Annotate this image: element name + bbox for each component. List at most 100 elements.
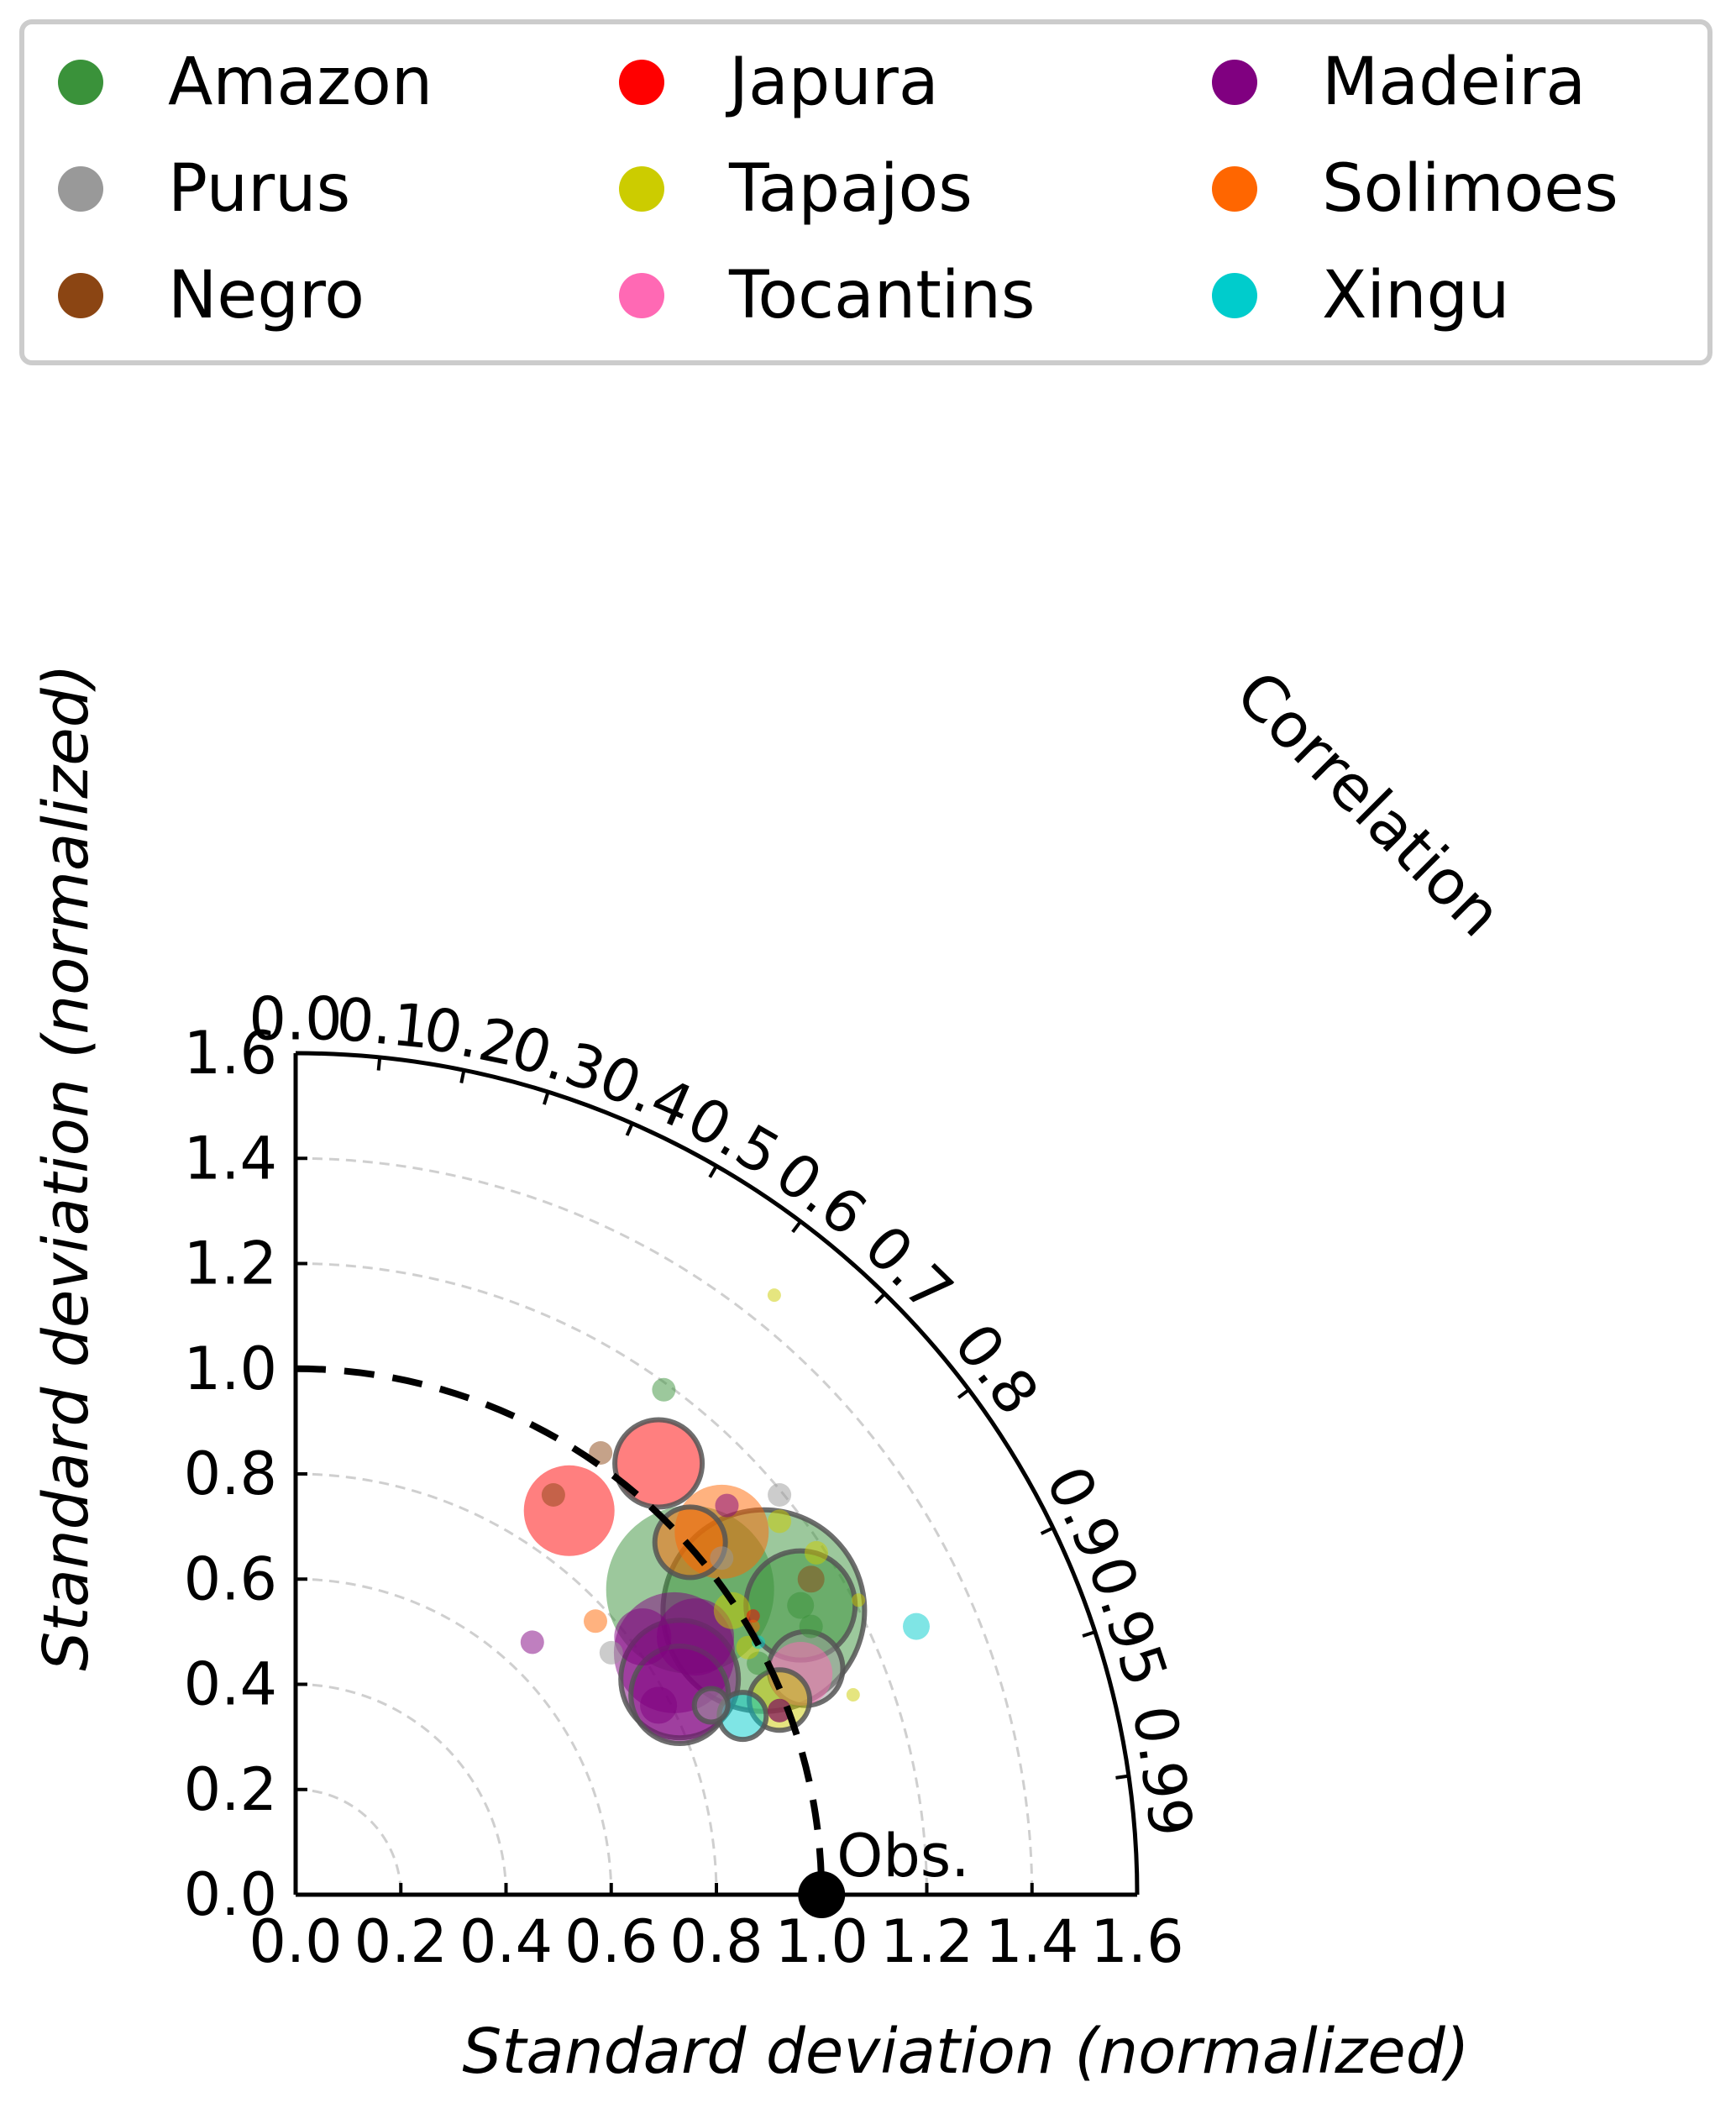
x-tick-label: 0.6 — [564, 1907, 658, 1976]
std-grid-arc — [295, 1577, 613, 1896]
std-grid-arc — [295, 1156, 1034, 1896]
std-grid-arc — [295, 1683, 507, 1896]
x-tick-label: 0.0 — [249, 1907, 342, 1976]
reference-layer: Obs. — [295, 1365, 970, 1918]
data-point-madeira — [715, 1493, 739, 1518]
legend-entry-label: Madeira — [1322, 45, 1586, 120]
y-tick-label: 1.6 — [184, 1019, 277, 1088]
legend-entry-label: Tapajos — [728, 151, 973, 227]
legend-marker — [58, 60, 103, 105]
correlation-tick — [708, 1165, 718, 1178]
data-point-amazon — [799, 1614, 823, 1639]
legend-marker — [1212, 166, 1257, 212]
y-tick-label: 0.8 — [184, 1439, 277, 1508]
data-point-xingu — [903, 1612, 930, 1640]
correlation-tick — [791, 1220, 802, 1234]
y-tick-label: 1.0 — [184, 1335, 277, 1403]
data-point-amazon — [787, 1591, 815, 1619]
legend-entry-label: Xingu — [1322, 258, 1510, 333]
data-point-tapajos — [713, 1591, 751, 1629]
legend-marker — [58, 166, 103, 212]
data-point-purus — [599, 1640, 623, 1665]
legend-marker — [1212, 273, 1257, 318]
data-point-tapajos — [846, 1688, 860, 1702]
correlation-tick — [459, 1069, 466, 1083]
legend-entry-label: Negro — [168, 258, 365, 333]
data-point-solimoes — [584, 1609, 607, 1633]
correlation-tick-label: 0.6 — [763, 1139, 878, 1250]
data-point-tapajos — [768, 1509, 792, 1534]
legend-marker — [1212, 60, 1257, 105]
data-point-japura — [746, 1609, 760, 1623]
outer-arc — [295, 1051, 1140, 1896]
std-axes: 0.0 0.2 0.4 0.6 0.8 1.0 1.2 1.4 1.60.00.20.40.60… — [184, 1019, 1184, 1976]
std-grid-arcs — [295, 1156, 1034, 1896]
correlation-tick — [625, 1122, 634, 1136]
data-point-madeira — [614, 1608, 672, 1666]
reference-point — [798, 1871, 846, 1918]
diagram-frame — [293, 1051, 1140, 1897]
y-tick-label: 1.4 — [184, 1124, 277, 1193]
data-point-madeira — [657, 1598, 734, 1676]
data-point-purus — [768, 1483, 792, 1507]
data-point-tapajos — [805, 1540, 828, 1565]
correlation-tick-label: 0.1 — [333, 984, 433, 1062]
legend-entry-label: Purus — [168, 151, 350, 227]
data-point-japura — [523, 1465, 615, 1556]
legend-entry-label: Amazon — [168, 45, 433, 120]
legend-entry-label: Tocantins — [728, 258, 1036, 333]
y-tick-label: 0.0 — [184, 1860, 277, 1929]
data-points — [520, 1288, 930, 1746]
x-tick-label: 0.2 — [354, 1907, 448, 1976]
y-tick-label: 0.4 — [184, 1650, 277, 1719]
x-tick-label: 1.0 — [775, 1907, 868, 1976]
legend-marker — [58, 273, 103, 318]
correlation-tick — [376, 1057, 382, 1071]
x-axis-label: Standard deviation (normalized) — [462, 2016, 1469, 2088]
x-tick-label: 0.8 — [669, 1907, 763, 1976]
correlation-tick — [1082, 1630, 1096, 1638]
y-tick-label: 1.2 — [184, 1230, 277, 1298]
correlation-tick-label: 0.9 — [1032, 1456, 1135, 1571]
correlation-axis-label: Correlation — [1222, 658, 1515, 951]
data-point-purus — [691, 1686, 731, 1725]
legend-marker — [619, 60, 664, 105]
data-point-madeira — [768, 1698, 792, 1723]
reference-label: Obs. — [837, 1822, 969, 1890]
correlation-tick — [1115, 1774, 1130, 1780]
correlation-tick — [957, 1388, 970, 1399]
data-point-tapajos — [767, 1288, 781, 1303]
legend-frame — [19, 19, 1712, 365]
reference-std-arc — [295, 1365, 826, 1896]
data-point-purus — [710, 1546, 734, 1571]
y-axis-label: Standard deviation (normalized) — [30, 663, 102, 1670]
std-grid-arc — [295, 1472, 718, 1896]
correlation-tick — [874, 1293, 886, 1305]
x-tick-label: 1.6 — [1090, 1907, 1183, 1976]
legend-marker — [619, 166, 664, 212]
data-point-madeira — [640, 1686, 678, 1724]
legend-marker — [619, 273, 664, 318]
correlation-tick — [1040, 1526, 1054, 1535]
data-point-japura — [612, 1417, 705, 1510]
std-grid-arc — [295, 1788, 402, 1896]
correlation-tick-label: 0.0 — [249, 984, 342, 1053]
legend: Amazon Purus Negro Japura Tapajos Tocantins Ma… — [19, 19, 1712, 365]
data-point-madeira — [520, 1630, 544, 1654]
correlation-tick-label: 0.8 — [941, 1311, 1052, 1427]
correlation-tick-label: 0.7 — [851, 1212, 966, 1326]
data-point-amazon — [652, 1377, 676, 1402]
data-point-negro — [541, 1483, 565, 1507]
data-point-tapajos — [852, 1593, 866, 1607]
correlation-tick — [542, 1091, 550, 1105]
x-tick-label: 1.2 — [880, 1907, 973, 1976]
x-tick-label: 0.4 — [459, 1907, 553, 1976]
legend-entry-label: Solimoes — [1322, 151, 1618, 227]
data-point-negro — [797, 1565, 825, 1593]
y-tick-label: 0.2 — [184, 1755, 277, 1824]
y-tick-label: 0.6 — [184, 1544, 277, 1613]
legend-entry-label: Japura — [725, 45, 939, 120]
std-grid-arc — [295, 1262, 928, 1896]
x-tick-label: 1.4 — [985, 1907, 1078, 1976]
